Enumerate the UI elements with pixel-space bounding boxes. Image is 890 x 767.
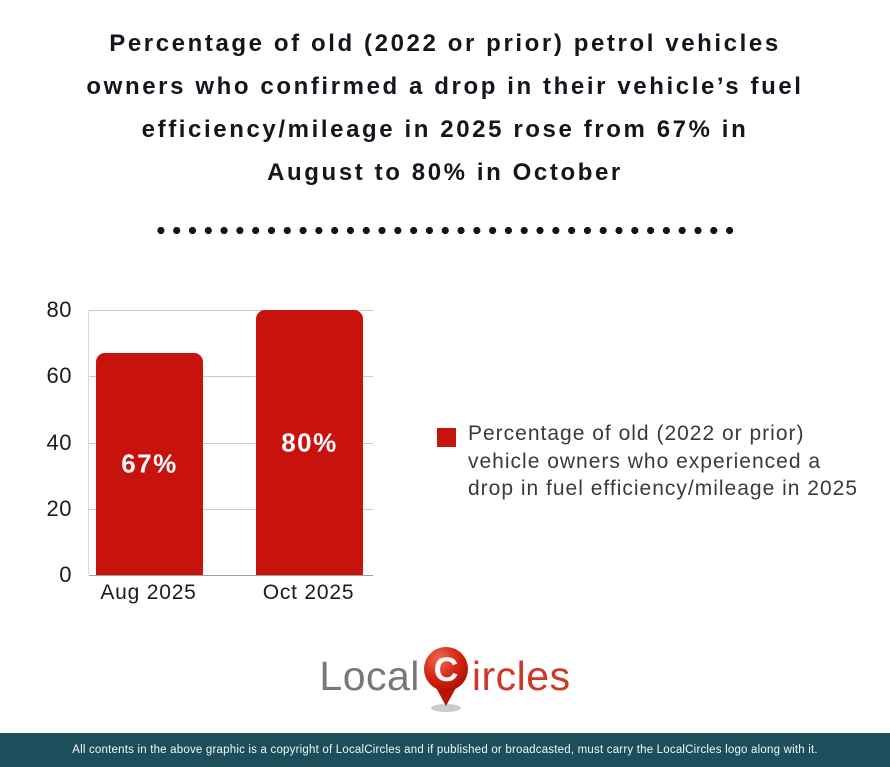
- chart-title-line-3: efficiency/mileage in 2025 rose from 67%…: [141, 116, 749, 143]
- logo-text-ircles: ircles: [471, 653, 571, 699]
- pin-letter: C: [434, 651, 459, 689]
- y-tick-label-40: 40: [46, 429, 72, 455]
- pin-circle: [423, 647, 468, 691]
- bar-aug-2025: 67%: [96, 353, 203, 575]
- chart-title-line-2: owners who confirmed a drop in their veh…: [86, 73, 804, 100]
- legend-swatch: [437, 428, 456, 447]
- bar-oct-2025: 80%: [256, 310, 363, 575]
- bar-value-label: 67%: [121, 448, 178, 479]
- chart-title: Percentage of old (2022 or prior) petrol…: [0, 22, 890, 194]
- x-tick-label-oct-2025: Oct 2025: [262, 581, 355, 604]
- copyright-footer: All contents in the above graphic is a c…: [0, 733, 890, 767]
- x-tick-label-aug-2025: Aug 2025: [100, 581, 197, 604]
- localcircles-logo: Local C ircles: [0, 645, 890, 717]
- chart-title-line-1: Percentage of old (2022 or prior) petrol…: [109, 30, 781, 57]
- dotted-separator: [153, 226, 739, 235]
- x-axis: Aug 2025 Oct 2025: [88, 581, 372, 611]
- gridline-0: [89, 575, 373, 576]
- bar-value-label: 80%: [281, 427, 338, 457]
- y-axis: 0 20 40 60 80: [0, 297, 80, 587]
- y-tick-label-80: 80: [46, 297, 72, 322]
- pin-shadow: [430, 704, 461, 712]
- gridline-60: [89, 376, 373, 378]
- copyright-text: All contents in the above graphic is a c…: [72, 744, 818, 756]
- legend-label: Percentage of old (2022 or prior) vehicl…: [468, 422, 859, 500]
- y-tick-label-0: 0: [59, 562, 72, 587]
- localcircles-pin-icon: C: [423, 647, 468, 712]
- y-tick-label-20: 20: [46, 495, 72, 521]
- chart-legend: Percentage of old (2022 or prior) vehicl…: [437, 420, 872, 503]
- y-tick-label-60: 60: [46, 363, 72, 389]
- gridline-40: [89, 442, 373, 444]
- chart-title-line-4: August to 80% in October: [267, 159, 623, 186]
- plot-area: 67% 80%: [88, 310, 373, 576]
- logo-text-local: Local: [319, 653, 420, 699]
- gridline-80: [89, 310, 373, 311]
- gridline-20: [89, 508, 373, 510]
